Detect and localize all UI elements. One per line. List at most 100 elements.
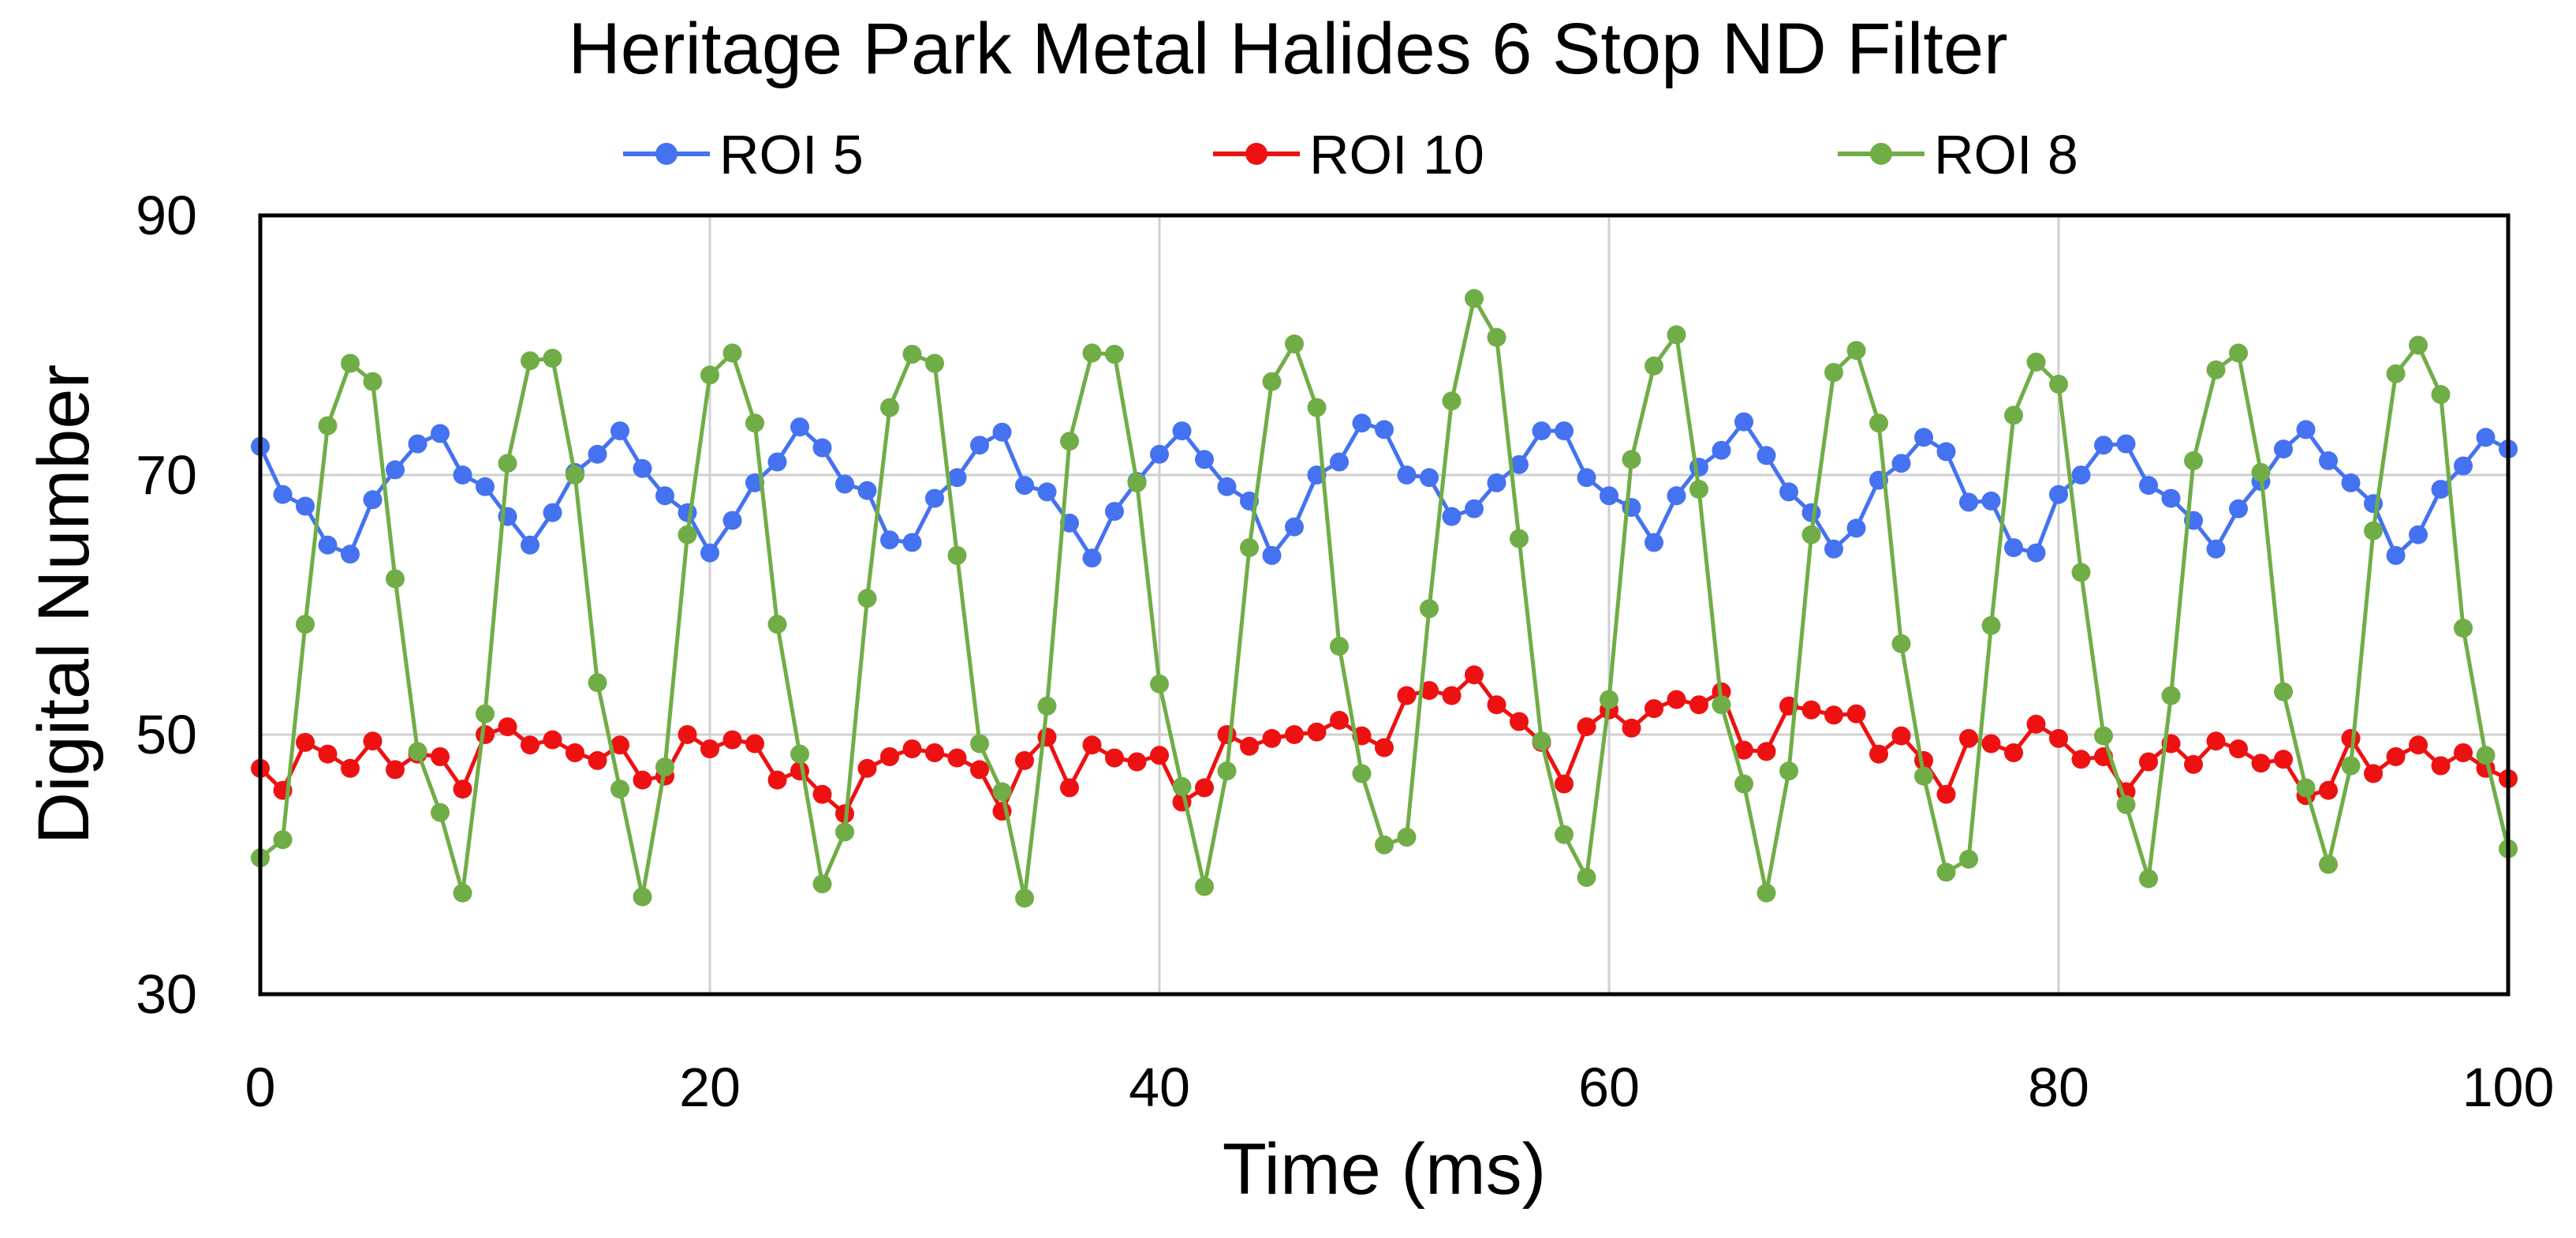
chart-title: Heritage Park Metal Halides 6 Stop ND Fi…	[568, 9, 2007, 89]
data-point	[1465, 665, 1484, 685]
data-point	[857, 758, 877, 778]
data-point	[1869, 413, 1888, 433]
data-point	[722, 343, 742, 363]
data-point	[857, 589, 877, 608]
x-tick-label: 80	[2028, 1057, 2089, 1118]
data-point	[1397, 828, 1417, 847]
legend-marker	[655, 143, 678, 165]
data-point	[1082, 548, 1102, 568]
data-point	[1645, 699, 1663, 719]
data-point	[1577, 717, 1596, 737]
data-point	[1037, 482, 1057, 502]
data-point	[1757, 446, 1776, 466]
data-point	[1600, 486, 1618, 506]
data-point	[1262, 728, 1282, 748]
data-point	[655, 757, 674, 777]
data-point	[1330, 710, 1349, 730]
data-point	[1285, 517, 1304, 537]
data-point	[2296, 420, 2316, 439]
data-point	[1487, 695, 1506, 715]
data-point	[2274, 682, 2293, 701]
data-point	[1352, 413, 1372, 433]
data-point	[2319, 451, 2338, 470]
data-point	[2251, 462, 2271, 482]
data-point	[1824, 363, 1843, 382]
data-point	[1981, 734, 2001, 754]
data-point	[1082, 343, 1102, 363]
data-point	[1757, 742, 1776, 761]
data-point	[790, 744, 809, 764]
data-point	[1577, 468, 1596, 488]
data-point	[1869, 744, 1888, 764]
data-point	[2206, 731, 2226, 751]
data-point	[1891, 454, 1911, 473]
data-point	[633, 770, 652, 790]
data-point	[1172, 421, 1192, 441]
data-point	[2296, 778, 2316, 798]
data-point	[2409, 335, 2428, 355]
data-point	[1981, 491, 2001, 511]
data-point	[2341, 473, 2361, 492]
data-point	[767, 615, 787, 634]
data-point	[431, 802, 450, 822]
data-point	[318, 416, 338, 436]
data-point	[588, 673, 607, 693]
data-point	[1779, 761, 1798, 781]
data-point	[1240, 538, 1259, 558]
legend-marker	[1870, 143, 1892, 165]
data-point	[1914, 428, 1933, 447]
data-point	[1667, 486, 1686, 506]
data-point	[1532, 731, 1551, 751]
data-point	[1510, 712, 1529, 731]
data-point	[2094, 726, 2113, 746]
data-point	[1375, 738, 1394, 757]
x-tick-label: 0	[245, 1057, 276, 1118]
data-point	[1015, 888, 1034, 908]
data-point	[1689, 480, 1708, 499]
data-point	[1577, 868, 1596, 887]
data-point	[521, 351, 539, 371]
data-point	[1150, 746, 1169, 765]
x-tick-label: 100	[2462, 1057, 2555, 1118]
data-point	[1442, 686, 1462, 705]
data-point	[1420, 468, 1439, 488]
data-point	[970, 436, 989, 455]
data-point	[2139, 752, 2158, 772]
data-point	[1914, 766, 1933, 786]
data-point	[1420, 681, 1439, 701]
data-point	[678, 525, 697, 544]
data-point	[1846, 341, 1866, 361]
data-point	[476, 704, 495, 724]
data-point	[835, 822, 854, 842]
data-point	[970, 734, 989, 754]
data-point	[431, 747, 450, 766]
legend-entry: ROI 8	[1838, 124, 2078, 185]
data-point	[476, 477, 495, 496]
data-point	[543, 503, 562, 522]
data-point	[1891, 726, 1911, 746]
legend-label: ROI 10	[1309, 124, 1484, 185]
legend-entry: ROI 10	[1213, 124, 1484, 185]
data-point	[2116, 434, 2136, 454]
data-point	[1555, 825, 1574, 844]
data-point	[1510, 454, 1529, 474]
data-point	[363, 490, 383, 510]
data-point	[1600, 690, 1618, 709]
data-point	[2431, 385, 2451, 404]
data-point	[2071, 750, 2091, 769]
data-point	[1689, 695, 1708, 715]
data-point	[2476, 746, 2496, 765]
data-point	[1487, 327, 1506, 347]
data-point	[588, 750, 607, 770]
y-tick-label: 90	[136, 185, 197, 246]
data-point	[2161, 686, 2181, 705]
data-point	[1622, 718, 1641, 738]
y-tick-label: 50	[136, 704, 197, 765]
gridlines	[260, 215, 2508, 994]
series-roi-8	[251, 289, 2518, 908]
data-point	[408, 434, 427, 454]
data-point	[2049, 484, 2068, 504]
data-point	[296, 732, 315, 752]
data-point	[1465, 289, 1484, 309]
